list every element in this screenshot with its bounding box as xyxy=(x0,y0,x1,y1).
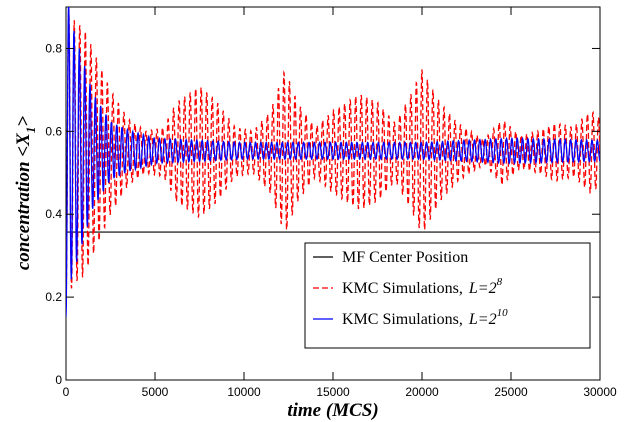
y-tick-label: 0.2 xyxy=(45,290,62,304)
ticks-layer: 0 5000 10000 15000 20000 25000 30000 0 0.2 0.4 0.6… xyxy=(45,7,617,399)
series-line-l8 xyxy=(66,7,600,306)
y-axis-title-subscript: 1 xyxy=(23,127,38,134)
x-tick-label: 0 xyxy=(63,385,70,399)
y-axis-title-close: > xyxy=(13,116,34,127)
y-tick-label: 0.8 xyxy=(45,41,62,55)
legend-label-exponent: 10 xyxy=(497,307,509,319)
x-tick-label: 10000 xyxy=(227,385,261,399)
legend-label-variable: L=2 xyxy=(468,311,497,328)
legend-label-text: MF Center Position xyxy=(342,249,468,266)
x-tick-label: 30000 xyxy=(583,385,617,399)
legend-label-l10: KMC Simulations, L=210 xyxy=(342,307,508,328)
legend-label-text: KMC Simulations, xyxy=(342,280,463,297)
legend-label-l8: KMC Simulations, L=28 xyxy=(342,276,503,297)
y-axis-title-main: concentration <X xyxy=(13,132,34,270)
x-tick-label: 25000 xyxy=(494,385,528,399)
y-tick-label: 0.6 xyxy=(45,124,62,138)
x-tick-label: 5000 xyxy=(142,385,169,399)
x-tick-label: 20000 xyxy=(405,385,439,399)
y-tick-label: 0.4 xyxy=(45,207,62,221)
y-tick-label: 0 xyxy=(55,373,62,387)
series-line-l10 xyxy=(66,7,600,317)
series-layer xyxy=(66,7,600,317)
legend-label-mf: MF Center Position xyxy=(342,249,468,266)
legend-box xyxy=(304,242,591,349)
legend-label-text: KMC Simulations, xyxy=(342,311,463,328)
x-tick-label: 15000 xyxy=(316,385,350,399)
legend-label-variable: L=2 xyxy=(468,280,497,297)
legend-label-exponent: 8 xyxy=(497,276,503,288)
y-axis-title: concentration <X1> xyxy=(13,116,38,270)
x-axis-title: time (MCS) xyxy=(287,400,378,421)
